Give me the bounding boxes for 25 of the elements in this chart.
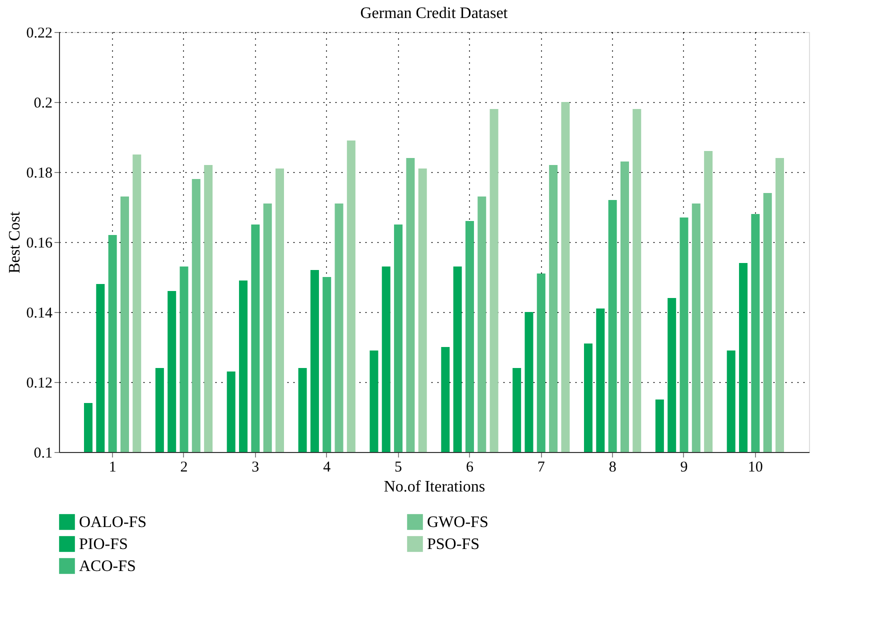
x-tick-label: 1	[108, 460, 116, 476]
legend-label: ACO-FS	[79, 558, 136, 575]
x-axis-title: No.of Iterations	[384, 478, 486, 496]
legend-label: GWO-FS	[427, 514, 488, 531]
x-tick-label: 4	[323, 460, 332, 476]
legend-label: PSO-FS	[427, 536, 480, 553]
x-tick-label: 7	[537, 460, 546, 476]
x-tick-label: 9	[680, 460, 688, 476]
x-tick-label: 10	[748, 460, 763, 476]
x-tick-label: 6	[466, 460, 474, 476]
y-tick-label: 0.14	[26, 306, 53, 322]
legend-label: OALO-FS	[79, 514, 147, 531]
y-tick-label: 0.12	[26, 376, 52, 392]
legend-label: PIO-FS	[79, 536, 128, 553]
x-tick-label: 5	[394, 460, 402, 476]
chart-title: German Credit Dataset	[360, 5, 508, 22]
y-axis-title: Best Cost	[6, 211, 24, 274]
x-tick-label: 3	[252, 460, 260, 476]
y-tick-label: 0.2	[34, 96, 52, 112]
x-tick-label: 8	[608, 460, 616, 476]
y-tick-label: 0.1	[34, 446, 52, 462]
y-tick-label: 0.18	[26, 166, 52, 182]
y-tick-label: 0.22	[26, 26, 52, 42]
x-tick-label: 2	[180, 460, 188, 476]
y-tick-label: 0.16	[26, 236, 53, 252]
